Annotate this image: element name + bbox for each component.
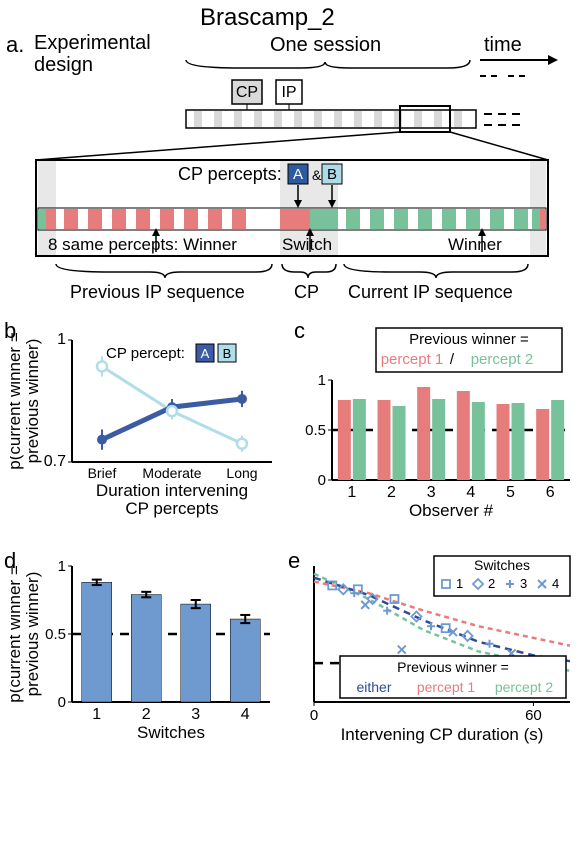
svg-text:Switches: Switches bbox=[474, 557, 530, 573]
svg-text:Long: Long bbox=[226, 465, 257, 481]
svg-text:p(current winner =previous win: p(current winner =previous winner) bbox=[10, 332, 42, 470]
svg-text:Switch: Switch bbox=[282, 235, 332, 254]
svg-text:8 same percepts: Winner: 8 same percepts: Winner bbox=[48, 235, 237, 254]
svg-text:0.5: 0.5 bbox=[305, 422, 326, 439]
svg-text:CP percepts: CP percepts bbox=[125, 499, 218, 518]
svg-text:3: 3 bbox=[520, 576, 527, 591]
svg-text:2: 2 bbox=[387, 484, 396, 501]
svg-text:Intervening CP duration (s): Intervening CP duration (s) bbox=[341, 725, 544, 744]
svg-text:CP percept:: CP percept: bbox=[106, 345, 185, 362]
svg-text:B: B bbox=[223, 346, 232, 361]
panel-b-svg: 1 0.7 Brief Moderate LongDuration intervenin… bbox=[10, 322, 290, 532]
svg-text:Switches: Switches bbox=[137, 723, 205, 742]
svg-text:percept 1: percept 1 bbox=[381, 351, 444, 368]
svg-text:1: 1 bbox=[318, 372, 326, 389]
svg-text:5: 5 bbox=[506, 484, 515, 501]
panel-c-svg: 0 0.5 1 1 2 3 4 5 6 Observer # Previous winner = pe… bbox=[292, 322, 581, 532]
svg-text:2: 2 bbox=[488, 576, 495, 591]
svg-text:0.5: 0.5 bbox=[45, 626, 66, 643]
panel-d-svg: 0 0.5 1 1 2 3 4 Switches p(current winner =previ… bbox=[10, 552, 290, 752]
svg-text:CP: CP bbox=[236, 84, 258, 101]
svg-text:4: 4 bbox=[466, 484, 475, 501]
panel-e-svg: 0 60Intervening CP duration (s) Switches 1 2… bbox=[286, 552, 581, 752]
svg-text:0: 0 bbox=[58, 694, 66, 711]
svg-text:0.7: 0.7 bbox=[44, 453, 66, 470]
svg-text:1: 1 bbox=[456, 576, 463, 591]
svg-text:Previous winner =: Previous winner = bbox=[397, 659, 509, 675]
svg-text:IP: IP bbox=[281, 84, 296, 101]
svg-text:Current IP sequence: Current IP sequence bbox=[348, 282, 513, 302]
svg-text:A: A bbox=[201, 346, 210, 361]
svg-text:CP percepts:: CP percepts: bbox=[178, 164, 282, 184]
svg-text:Duration intervening: Duration intervening bbox=[96, 481, 248, 500]
svg-text:Observer #: Observer # bbox=[409, 501, 494, 520]
svg-text:0: 0 bbox=[318, 472, 326, 489]
svg-text:4: 4 bbox=[241, 706, 250, 723]
svg-text:A: A bbox=[293, 166, 303, 183]
svg-text:3: 3 bbox=[191, 706, 200, 723]
panel-a-svg: CP IP CP percepts: A & B bbox=[0, 30, 581, 330]
svg-text:Winner: Winner bbox=[448, 235, 502, 254]
svg-text:60: 60 bbox=[525, 707, 542, 724]
svg-text:Brief: Brief bbox=[88, 465, 117, 481]
svg-text:2: 2 bbox=[142, 706, 151, 723]
svg-text:Previous winner =: Previous winner = bbox=[409, 331, 529, 348]
svg-text:percept 2: percept 2 bbox=[495, 679, 554, 695]
svg-text:1: 1 bbox=[57, 331, 66, 348]
svg-text:1: 1 bbox=[347, 484, 356, 501]
svg-text:1: 1 bbox=[58, 558, 66, 575]
svg-text:Previous IP sequence: Previous IP sequence bbox=[70, 282, 245, 302]
svg-text:1: 1 bbox=[92, 706, 101, 723]
svg-text:Moderate: Moderate bbox=[142, 465, 201, 481]
svg-text:B: B bbox=[327, 166, 337, 183]
svg-text:either: either bbox=[356, 679, 391, 695]
svg-text:percept 2: percept 2 bbox=[471, 351, 534, 368]
svg-text:0: 0 bbox=[310, 707, 318, 724]
svg-text:4: 4 bbox=[552, 576, 559, 591]
svg-text:p(current winner =previous win: p(current winner =previous winner) bbox=[10, 565, 42, 703]
svg-text:&: & bbox=[312, 167, 322, 183]
figure-title: Brascamp_2 bbox=[200, 4, 335, 32]
svg-text:3: 3 bbox=[427, 484, 436, 501]
svg-text:percept 1: percept 1 bbox=[417, 679, 476, 695]
svg-text:CP: CP bbox=[294, 282, 319, 302]
svg-text:6: 6 bbox=[546, 484, 555, 501]
